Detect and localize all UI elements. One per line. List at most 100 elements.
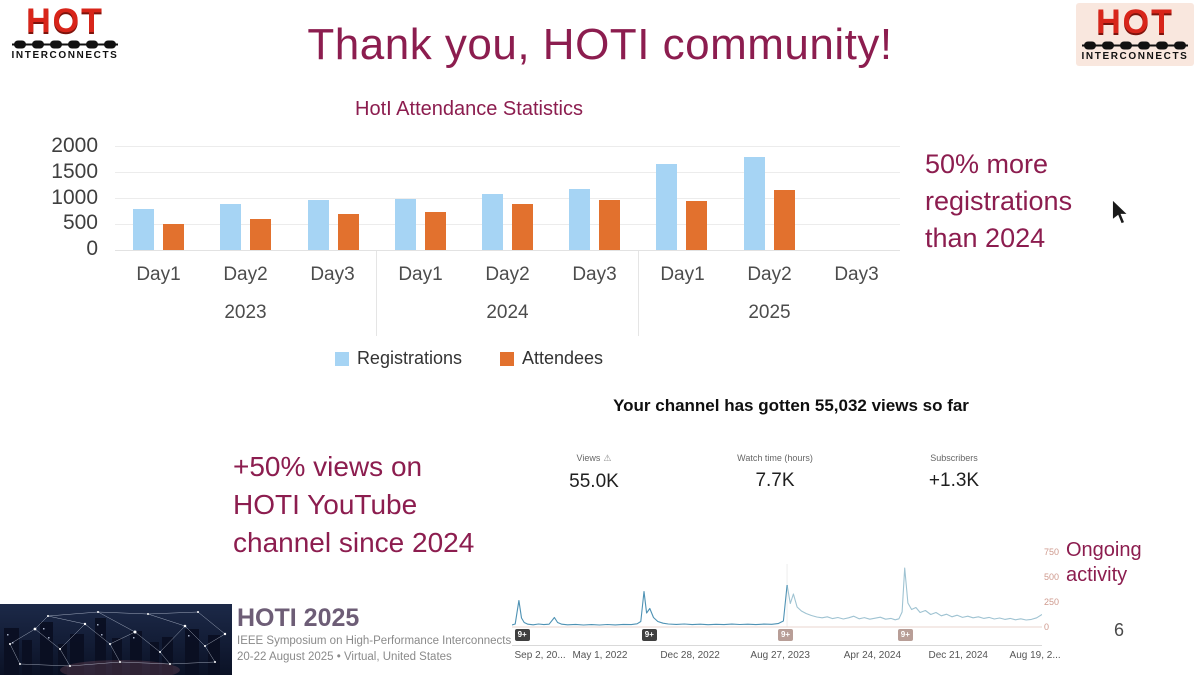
callout-line: +50% views on: [233, 451, 423, 482]
y-tick-label: 1500: [51, 159, 98, 183]
registrations-callout: 50% more registrations than 2024: [925, 146, 1072, 257]
attendance-chart-title: HotI Attendance Statistics: [355, 98, 583, 120]
day-label: Day2: [223, 264, 268, 285]
mini-y-tick-label: 500: [1044, 572, 1060, 582]
date-tick-label: Dec 28, 2022: [660, 650, 720, 661]
y-tick-label: 1000: [51, 185, 98, 209]
timeline-marker-badge: 9+: [778, 629, 794, 641]
callout-line: activity: [1066, 564, 1128, 586]
day-label: Day3: [834, 264, 879, 285]
year-section-2025: Day1 Day2 Day3 2025: [638, 251, 900, 336]
bar-attendees: [250, 219, 272, 250]
bar-group-2024-day3: [551, 146, 638, 250]
callout-line: HOTI YouTube: [233, 489, 418, 520]
bar-registrations: [220, 204, 242, 250]
date-tick-label: Sep 2, 20...: [514, 650, 566, 661]
bar-attendees: [163, 224, 185, 250]
bar-attendees: [686, 200, 708, 250]
timeline-marker-badge: 9+: [514, 629, 530, 641]
bar-attendees: [337, 213, 359, 250]
bar-group-2024-day1: [377, 146, 464, 250]
bar-attendees: [599, 200, 621, 250]
conference-dates: 20-22 August 2025 • Virtual, United Stat…: [237, 651, 452, 663]
activity-callout: Ongoing activity: [1066, 538, 1142, 588]
hot-interconnects-logo-right: HOT INTERCONNECTS: [1076, 3, 1194, 66]
bar-registrations: [133, 209, 155, 250]
footer-photo: [0, 604, 232, 675]
bar-registrations: [307, 199, 329, 250]
attendance-x-axis: Day1 Day2 Day3 2023 Day1 Day2 Day3 2024 Day1 Day2…: [115, 251, 900, 336]
logo-wordmark: HOT: [26, 2, 104, 40]
callout-line: Ongoing: [1066, 539, 1142, 561]
bar-registrations: [743, 156, 765, 250]
bar-registrations: [656, 163, 678, 250]
date-tick-label: Aug 27, 2023: [750, 650, 810, 661]
day-label: Day3: [310, 264, 355, 285]
y-tick-label: 0: [86, 237, 98, 260]
stat-watch-time-value: 7.7K: [755, 470, 795, 491]
date-tick-label: Dec 21, 2024: [928, 650, 989, 661]
mouse-cursor-icon: [1112, 200, 1129, 225]
legend-swatch-attendees: [499, 351, 514, 366]
timeline-marker-badge: 9+: [641, 629, 657, 641]
bar-registrations: [394, 199, 416, 250]
bar-group-2024-day2: [464, 146, 551, 250]
day-label: Day1: [398, 264, 443, 285]
bar-registrations: [481, 193, 503, 250]
mini-y-tick-label: 0: [1044, 622, 1050, 632]
chain-icon: [12, 40, 118, 49]
callout-line: than 2024: [925, 223, 1046, 253]
views-line-series: [786, 567, 1042, 621]
timeline-axis-line: [512, 645, 1042, 646]
bar-attendees: [773, 189, 795, 250]
date-tick-label: Aug 19, 2...: [1009, 650, 1061, 661]
slide-title: Thank you, HOTI community!: [307, 20, 893, 69]
conference-title: HOTI 2025: [237, 604, 360, 632]
bar-attendees: [424, 212, 446, 250]
bar-group-2025-day2: [726, 146, 813, 250]
stat-subscribers-value: +1.3K: [928, 470, 980, 491]
bar-group-2023-day2: [202, 146, 289, 250]
year-label: 2024: [486, 302, 529, 323]
stat-watch-time-label: Watch time (hours): [737, 453, 813, 463]
day-label: Day1: [136, 264, 181, 285]
callout-line: 50% more: [925, 149, 1049, 179]
attendance-y-axis: 2000 1500 1000 500 0: [34, 134, 98, 261]
callout-line: channel since 2024: [233, 527, 475, 558]
youtube-headline: Your channel has gotten 55,032 views so …: [613, 396, 969, 415]
logo-subtitle: INTERCONNECTS: [11, 50, 119, 61]
year-section-2024: Day1 Day2 Day3 2024: [376, 251, 638, 336]
legend-item-attendees: Attendees: [499, 348, 603, 369]
views-callout: +50% views on HOTI YouTube channel since…: [233, 448, 474, 562]
timeline-svg: [512, 564, 1042, 628]
bar-group-2025-day3: [813, 146, 900, 250]
attendance-chart: HotI Attendance Statistics 2000 1500 1000 5…: [28, 98, 910, 383]
logo-subtitle: INTERCONNECTS: [1081, 51, 1189, 62]
timeline-y-axis: 750 500 250 0: [1044, 540, 1068, 640]
stat-watch-time: Watch time (hours) 7.7K: [715, 453, 835, 492]
timeline: Sep 2, 20... May 1, 2022 Dec 28, 2022 Aug 2…: [512, 540, 1061, 665]
legend-item-registrations: Registrations: [334, 348, 462, 369]
legend-swatch-registrations: [334, 351, 349, 366]
logo-wordmark: HOT: [1096, 3, 1174, 41]
bar-group-2023-day1: [115, 146, 202, 250]
warning-icon: ⚠: [603, 453, 612, 463]
y-tick-label: 500: [62, 211, 98, 235]
timeline-marker-badge: 9+: [897, 629, 913, 641]
day-label: Day1: [660, 264, 705, 285]
views-line-series: [512, 584, 788, 626]
conference-footer: HOTI 2025 IEEE Symposium on High-Perform…: [237, 605, 511, 663]
conference-subtitle: IEEE Symposium on High-Performance Inter…: [237, 635, 512, 647]
day-label: Day3: [572, 264, 617, 285]
stat-views-value: 55.0K: [569, 471, 619, 492]
chain-icon: [1082, 41, 1188, 50]
year-label: 2023: [224, 302, 267, 323]
bar-group-2023-day3: [289, 146, 376, 250]
legend-label-registrations: Registrations: [356, 348, 462, 368]
page-number: 6: [1114, 620, 1125, 640]
callout-line: registrations: [925, 186, 1073, 216]
day-label: Day2: [747, 264, 792, 285]
bar-group-2025-day1: [638, 146, 725, 250]
stat-views: Views ⚠ 55.0K: [534, 453, 654, 493]
